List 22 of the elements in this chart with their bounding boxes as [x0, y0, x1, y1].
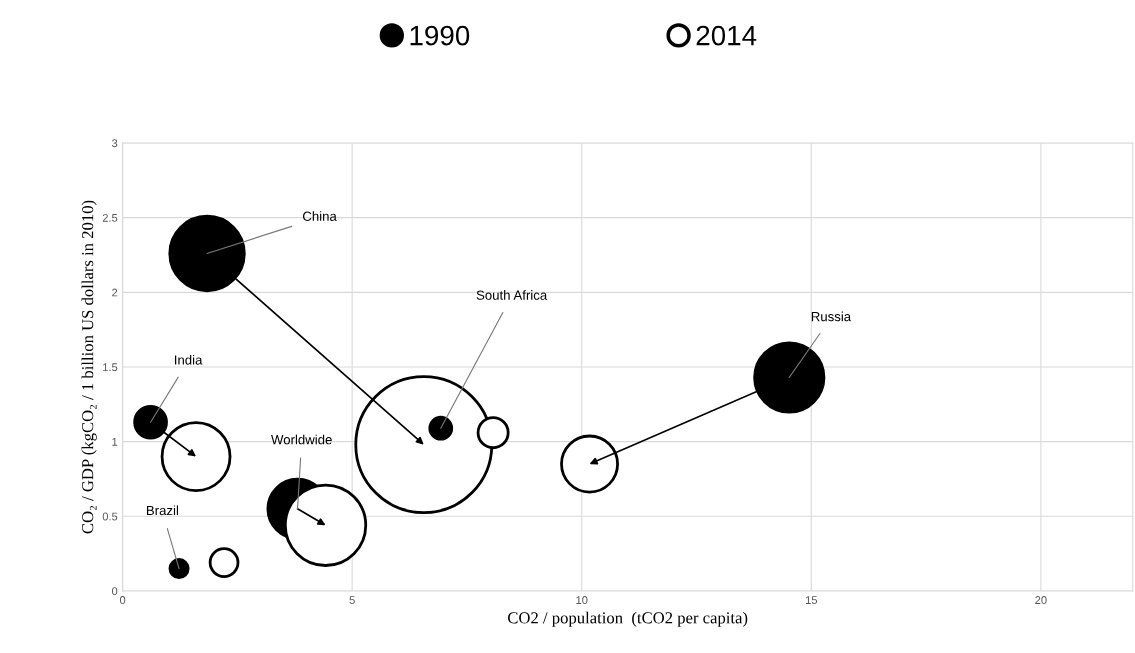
annotation: Worldwide [271, 434, 332, 445]
y-tick-label: 1 [112, 438, 118, 446]
y-tick-label: 2 [112, 288, 118, 297]
x-tick-label: 15 [805, 596, 818, 604]
y-tick-label: 3 [111, 139, 118, 148]
annotation: South Africa [476, 290, 548, 300]
y-tick-label: 1.5 [103, 363, 118, 372]
y-tick-label: 0 [111, 587, 118, 596]
annotation: Brazil [146, 505, 178, 516]
x-tick-label: 10 [576, 596, 588, 604]
annotation: Russia [811, 311, 852, 322]
y-tick-label: 0.5 [102, 512, 118, 521]
legend-label: 2014 [696, 25, 757, 46]
x-axis-title: CO2 / population (tCO2 per capita) [507, 611, 748, 627]
x-tick-label: 20 [1035, 596, 1047, 604]
y-axis-title: CO₂ / GDP (kgCO₂ / 1 billion US dollars in 2010) [81, 200, 97, 534]
legend-label: 1990 [410, 25, 470, 46]
x-tick-label: 0 [119, 596, 126, 604]
annotation: China [303, 211, 337, 221]
x-tick-label: 5 [349, 596, 355, 604]
y-tick-label: 2.5 [102, 213, 118, 222]
annotation: India [175, 354, 203, 365]
